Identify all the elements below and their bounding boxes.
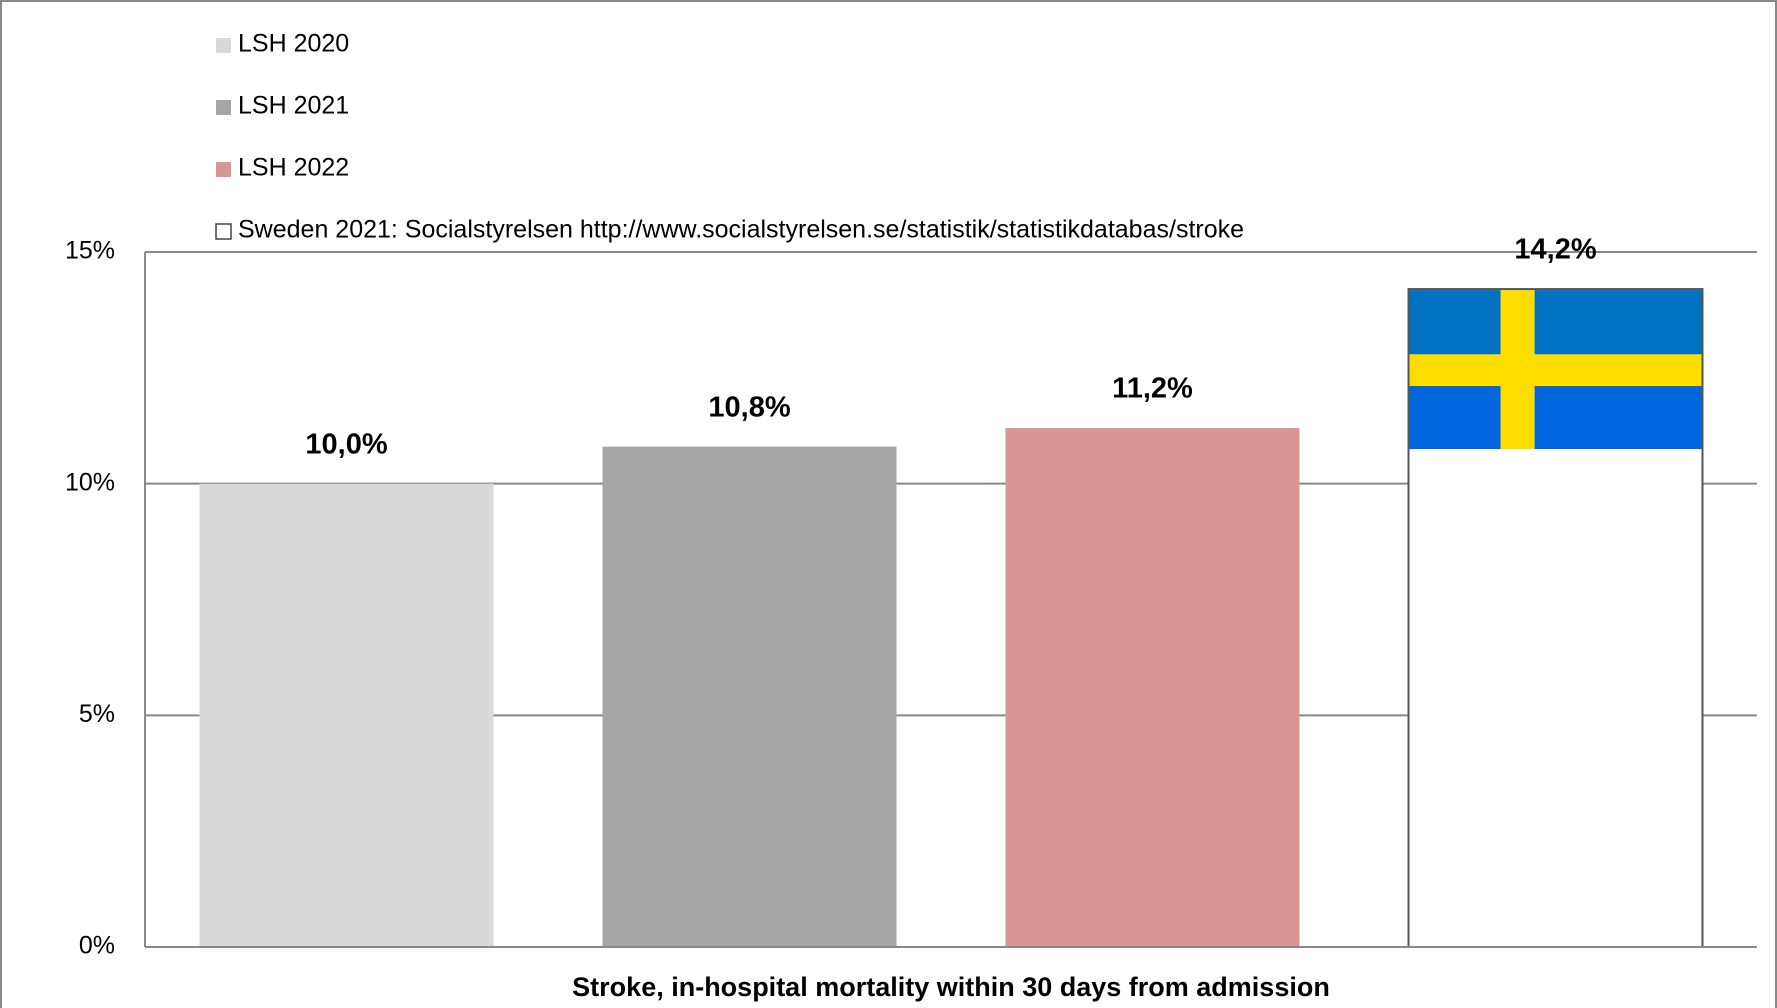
bar bbox=[1005, 428, 1300, 948]
legend-swatch bbox=[216, 162, 231, 177]
y-tick-label: 10% bbox=[65, 468, 115, 496]
legend-swatch bbox=[216, 38, 231, 53]
y-tick-label: 15% bbox=[65, 237, 115, 265]
x-axis-title: Stroke, in-hospital mortality within 30 … bbox=[572, 972, 1330, 1002]
flag-cross-h bbox=[1409, 354, 1702, 387]
legend-label: Sweden 2021: Socialstyrelsen http://www.… bbox=[238, 216, 1244, 244]
legend-label: LSH 2021 bbox=[238, 92, 349, 120]
value-label: 10,0% bbox=[305, 428, 387, 460]
value-label: 11,2% bbox=[1112, 373, 1193, 405]
value-label: 14,2% bbox=[1514, 234, 1596, 266]
bar bbox=[602, 446, 897, 947]
flag-cross-v bbox=[1500, 290, 1535, 450]
value-label: 10,8% bbox=[708, 391, 790, 423]
legend-label: LSH 2022 bbox=[238, 154, 349, 182]
bar bbox=[199, 483, 494, 947]
legend-swatch bbox=[216, 100, 231, 115]
legend-label: LSH 2020 bbox=[238, 30, 349, 58]
y-tick-label: 0% bbox=[79, 932, 115, 960]
y-tick-label: 5% bbox=[79, 700, 115, 728]
legend-swatch bbox=[215, 223, 232, 240]
